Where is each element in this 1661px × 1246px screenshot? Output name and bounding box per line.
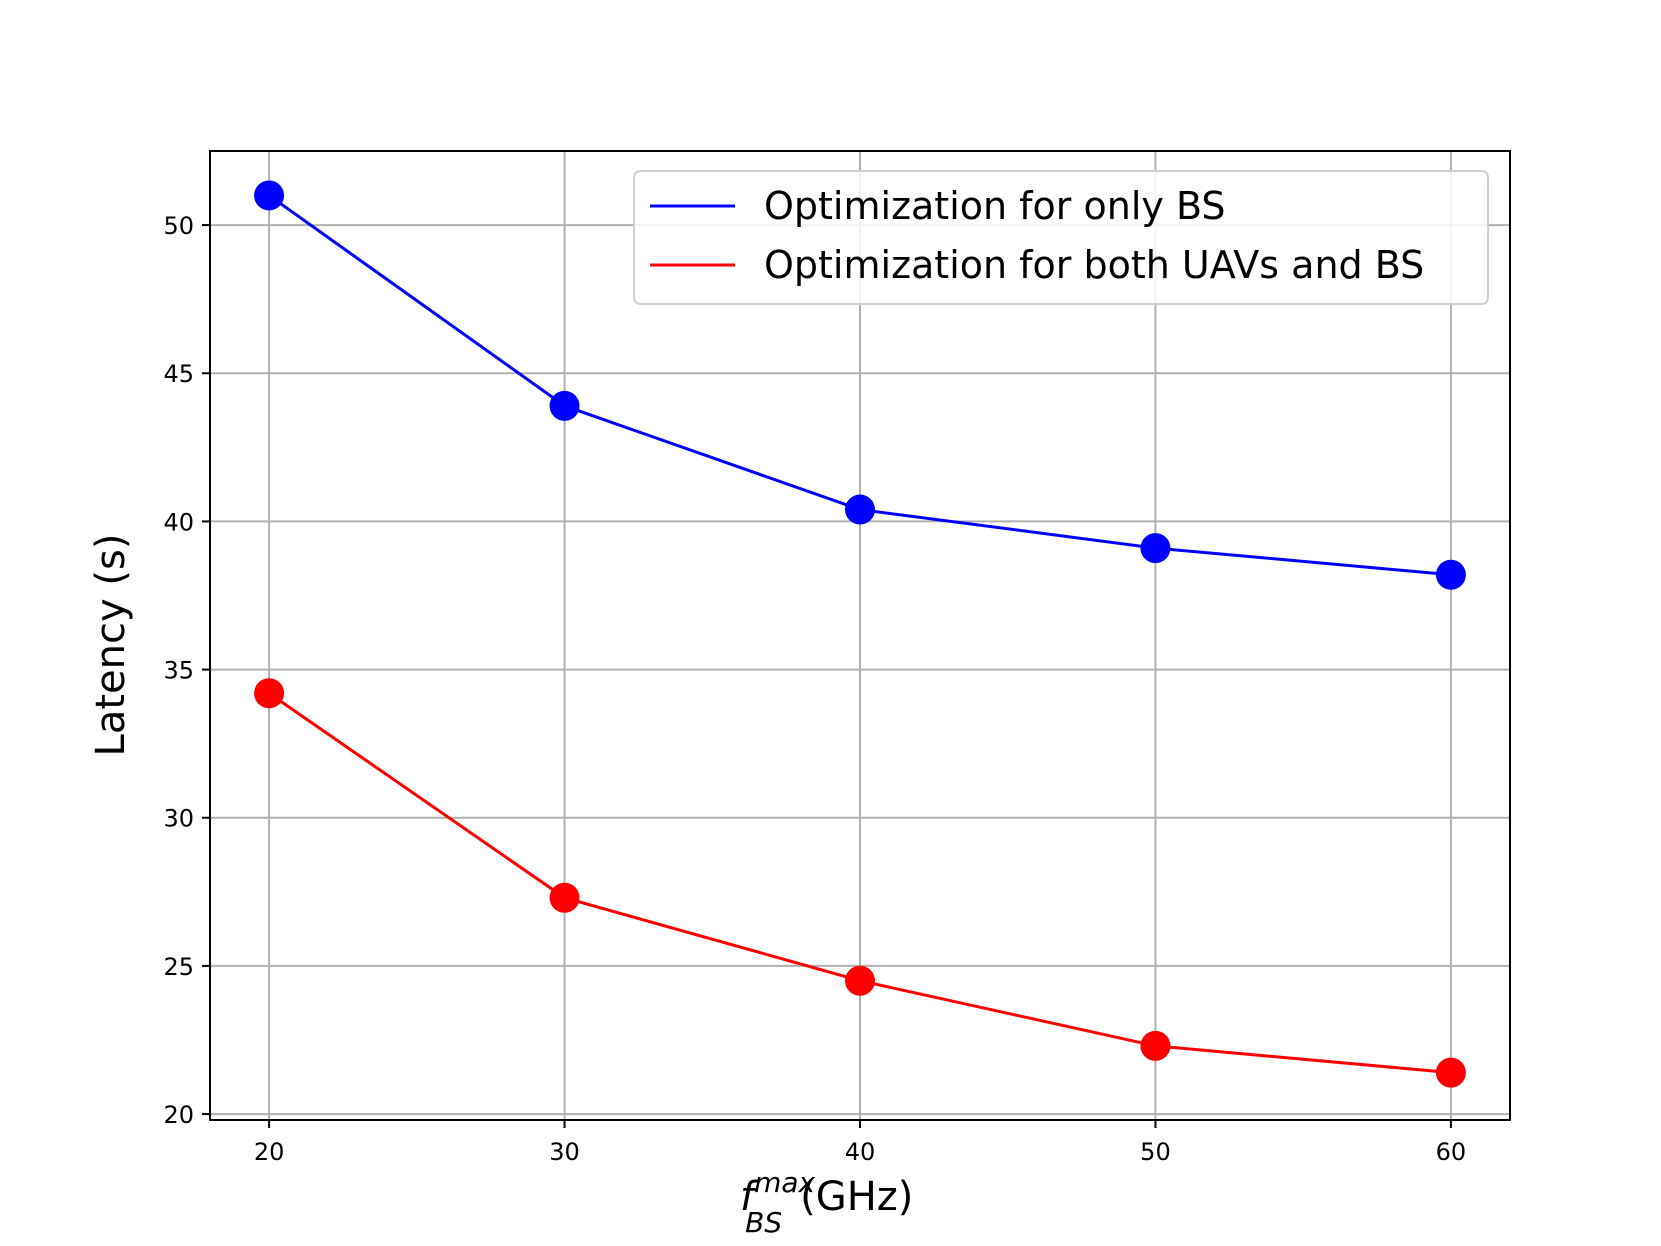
series-1-point — [1140, 1030, 1171, 1061]
axis-ticks: 20 30 40 50 60 20 25 30 35 40 45 50 — [163, 212, 1466, 1166]
y-tick-label: 30 — [163, 805, 194, 833]
x-tick-label: 20 — [254, 1138, 285, 1166]
y-tick-label: 20 — [163, 1101, 194, 1129]
x-axis-label: fmax BS(GHz) — [740, 1166, 913, 1239]
x-tick-label: 30 — [549, 1138, 580, 1166]
series-0-point — [845, 494, 875, 525]
y-tick-label: 45 — [163, 360, 194, 388]
legend: Optimization for only BS Optimization fo… — [633, 170, 1489, 305]
y-axis-label: Latency (s) — [88, 534, 134, 757]
grid-lines — [210, 151, 1510, 1120]
legend-label-both-uavs-bs: Optimization for both UAVs and BS — [764, 243, 1424, 287]
legend-label-only-bs: Optimization for only BS — [764, 184, 1225, 228]
series-0-point — [549, 390, 580, 421]
series-1-point — [845, 965, 875, 996]
x-tick-label: 50 — [1140, 1138, 1171, 1166]
x-tick-label: 60 — [1436, 1138, 1467, 1166]
legend-box — [633, 170, 1489, 305]
x-tick-label: 40 — [845, 1138, 876, 1166]
series-0-point — [1140, 533, 1171, 564]
y-tick-label: 35 — [163, 657, 194, 685]
series-1-point — [1435, 1057, 1466, 1088]
series-1-point — [254, 678, 285, 709]
x-axis-label-sub: BS — [745, 1206, 782, 1239]
y-tick-label: 40 — [163, 508, 194, 536]
series-layer — [254, 180, 1466, 1088]
y-tick-label: 25 — [163, 953, 194, 981]
y-tick-label: 50 — [163, 212, 194, 240]
series-0-point — [1435, 559, 1466, 590]
series-1-point — [549, 882, 580, 913]
x-axis-label-sup: max — [754, 1166, 815, 1199]
x-axis-label-unit: (GHz) — [800, 1174, 913, 1220]
series-0-point — [254, 180, 285, 211]
